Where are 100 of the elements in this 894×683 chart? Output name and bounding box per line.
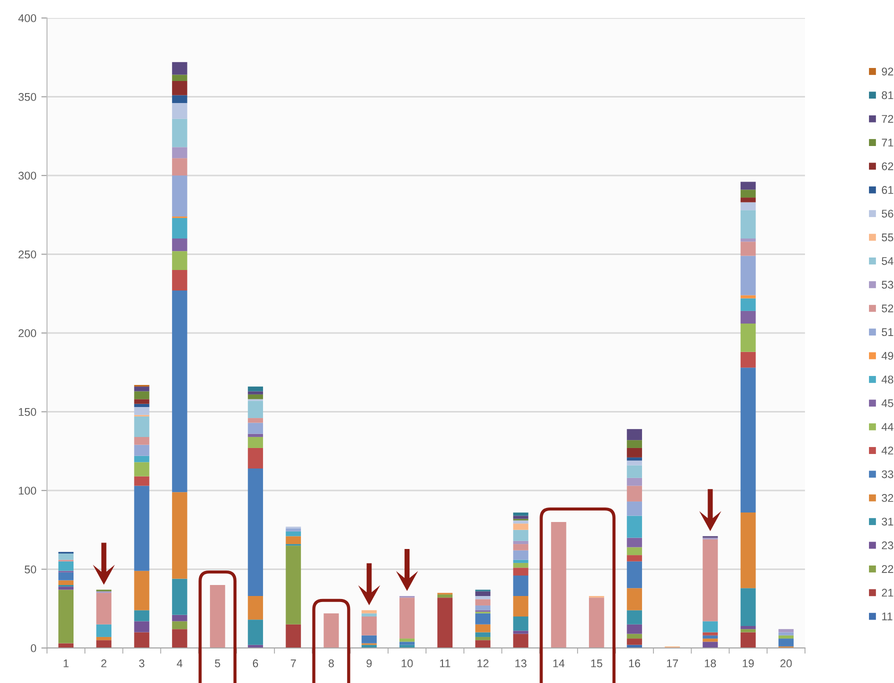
bar — [172, 270, 188, 290]
bar — [248, 394, 264, 400]
x-tick-label: 19 — [742, 659, 754, 668]
legend-label: 72 — [882, 114, 894, 123]
bar — [96, 636, 112, 640]
y-tick-label: 350 — [18, 93, 36, 101]
legend-label: 11 — [882, 612, 892, 620]
bar — [324, 613, 339, 648]
bar — [96, 624, 112, 637]
bar — [740, 242, 756, 256]
bar — [134, 462, 150, 476]
bar — [513, 524, 528, 530]
bar — [513, 616, 528, 631]
bar — [134, 416, 150, 437]
bar — [286, 546, 301, 624]
bar — [172, 118, 188, 148]
bar — [248, 422, 264, 434]
bar — [134, 570, 150, 610]
bar — [362, 616, 377, 636]
bar — [740, 512, 756, 588]
bar — [702, 635, 718, 639]
y-tick-label: 0 — [30, 644, 36, 652]
bar — [172, 147, 188, 158]
bar — [513, 634, 528, 648]
bar — [96, 592, 112, 624]
bar — [740, 310, 756, 324]
bar — [702, 621, 718, 632]
bar — [172, 176, 188, 216]
bar — [513, 512, 528, 516]
legend-label: 48 — [882, 376, 894, 384]
bar — [626, 634, 642, 639]
bar — [475, 624, 490, 632]
x-tick-label: 16 — [629, 659, 640, 668]
bar — [475, 599, 490, 606]
x-tick-label: 7 — [290, 660, 296, 668]
bar — [248, 468, 264, 596]
bar — [626, 429, 642, 440]
bar — [286, 624, 301, 648]
bar — [172, 74, 188, 81]
legend-label: 56 — [882, 210, 894, 218]
bar — [513, 560, 528, 563]
bar — [740, 198, 756, 202]
bar — [248, 418, 264, 423]
bar — [362, 613, 377, 616]
bar — [134, 404, 150, 408]
bar — [134, 444, 150, 456]
bar — [626, 561, 642, 588]
bar — [702, 638, 718, 642]
legend-label: 33 — [882, 470, 894, 478]
bar — [248, 620, 264, 645]
bar — [58, 586, 74, 590]
x-tick-label: 11 — [440, 660, 450, 668]
bar — [172, 492, 188, 579]
bar — [626, 457, 642, 461]
bar — [134, 407, 150, 415]
x-tick-label: 4 — [176, 660, 182, 668]
bar — [475, 591, 490, 596]
bar — [172, 95, 188, 104]
bar — [588, 598, 604, 648]
legend-label: 45 — [882, 399, 894, 408]
bar — [248, 400, 264, 418]
bar — [626, 638, 642, 645]
bar — [210, 585, 226, 648]
bar — [248, 386, 264, 392]
x-tick-label: 8 — [328, 659, 334, 668]
bar — [172, 290, 188, 492]
bar — [740, 256, 756, 296]
bar — [626, 448, 642, 458]
legend-label: 31 — [882, 518, 894, 526]
x-tick-label: 10 — [402, 659, 413, 668]
bar — [626, 610, 642, 624]
legend-label: 81 — [882, 91, 894, 100]
bar — [513, 544, 528, 550]
bar — [248, 436, 264, 448]
bar — [172, 218, 188, 238]
legend-label: 21 — [882, 588, 894, 597]
bar — [172, 614, 188, 622]
x-tick-label: 5 — [214, 660, 220, 668]
bar — [626, 478, 642, 486]
bar — [399, 638, 415, 642]
bar — [740, 298, 756, 311]
bar — [513, 568, 528, 576]
bar — [96, 640, 112, 648]
bar — [248, 391, 264, 394]
bar — [134, 621, 150, 632]
legend-label: 42 — [882, 446, 894, 454]
bar — [626, 460, 642, 466]
legend-label: 49 — [882, 352, 894, 360]
bar — [626, 516, 642, 538]
legend-label: 61 — [882, 186, 894, 194]
x-tick-label: 12 — [478, 659, 488, 668]
bar — [626, 440, 642, 448]
bar — [248, 434, 264, 437]
bar — [172, 251, 188, 270]
bar — [740, 182, 756, 190]
bar — [551, 522, 566, 648]
bar — [475, 596, 490, 600]
bar — [172, 238, 188, 252]
bar — [134, 476, 150, 486]
y-tick-label: 300 — [18, 172, 36, 180]
